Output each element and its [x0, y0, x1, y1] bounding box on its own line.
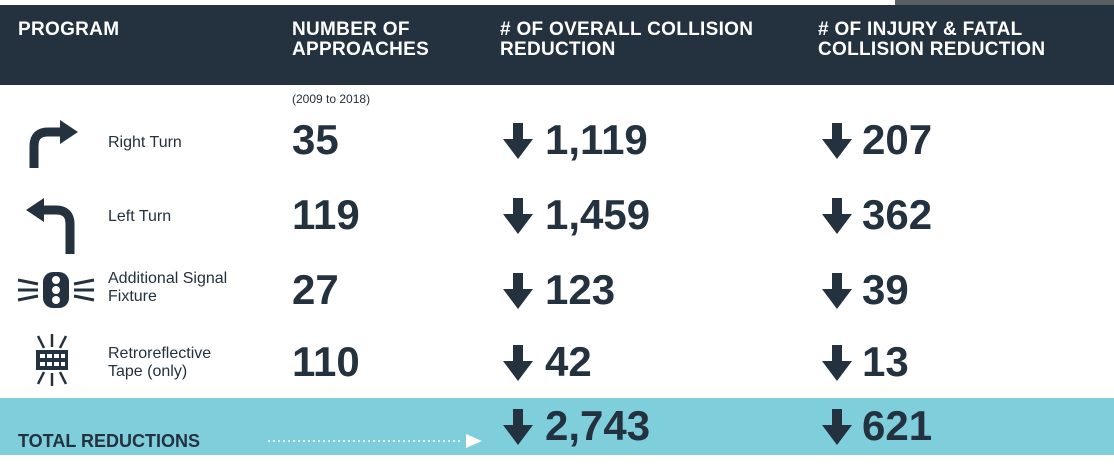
approaches-value: 110 [292, 340, 360, 384]
program-label: Right Turn [108, 134, 228, 152]
approaches-value: 27 [292, 268, 339, 312]
total-injury: 621 [862, 404, 932, 448]
column-header: PROGRAM [18, 20, 218, 40]
total-label: TOTAL REDUCTIONS [18, 431, 200, 451]
approaches-value: 119 [292, 193, 360, 237]
page: PROGRAM NUMBER OF APPROACHES # OF OVERAL… [0, 0, 1114, 475]
injury-value: 13 [862, 340, 909, 384]
down-arrow [822, 409, 852, 445]
overall-value: 1,119 [545, 118, 648, 162]
down-arrow [503, 273, 533, 309]
injury-value: 39 [862, 268, 909, 312]
tape-icon [30, 334, 74, 386]
overall-value: 1,459 [545, 193, 650, 237]
down-arrow [822, 198, 852, 234]
signal-icon [16, 268, 96, 312]
injury-value: 362 [862, 193, 932, 237]
down-arrow [503, 409, 533, 445]
down-arrow [503, 198, 533, 234]
down-arrow [503, 345, 533, 381]
program-label: Left Turn [108, 208, 228, 226]
dotted-arrow [268, 431, 498, 451]
down-arrow [822, 123, 852, 159]
column-header: # OF INJURY & FATAL COLLISION REDUCTION [818, 20, 1088, 60]
down-arrow [822, 273, 852, 309]
overall-value: 42 [545, 340, 592, 384]
program-label: Retroreflective Tape (only) [108, 345, 228, 381]
down-arrow [503, 123, 533, 159]
period-note: (2009 to 2018) [292, 92, 370, 106]
total-overall: 2,743 [545, 404, 650, 448]
injury-value: 207 [862, 118, 932, 162]
down-arrow [822, 345, 852, 381]
right-turn-icon [22, 118, 82, 170]
overall-value: 123 [545, 268, 615, 312]
program-label: Additional Signal Fixture [108, 270, 228, 306]
approaches-value: 35 [292, 118, 339, 162]
column-header: NUMBER OF APPROACHES [292, 20, 462, 60]
column-header: # OF OVERALL COLLISION REDUCTION [500, 20, 800, 60]
left-turn-icon [22, 196, 82, 256]
